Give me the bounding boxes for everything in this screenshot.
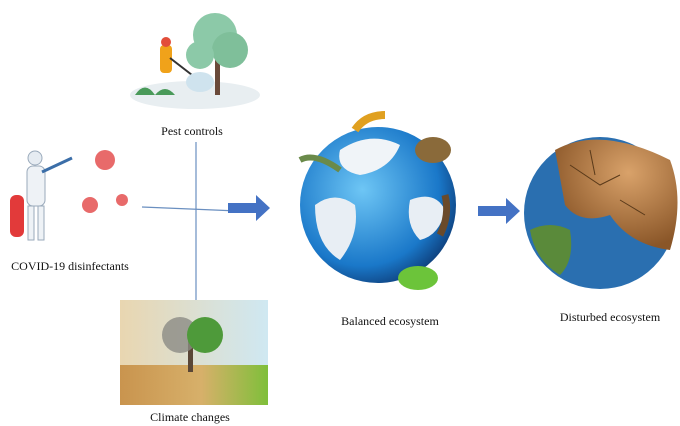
shape [161, 37, 171, 47]
shape [95, 150, 115, 170]
shape [142, 207, 238, 211]
shape [116, 194, 128, 206]
shape [228, 195, 270, 221]
shape [82, 197, 98, 213]
shape [415, 137, 451, 163]
pest-control-illustration [130, 13, 260, 109]
node-label: Pest controls [161, 124, 223, 138]
shape [478, 198, 520, 224]
shape [212, 32, 248, 68]
covid-illustration [10, 150, 128, 240]
balanced-globe [300, 115, 456, 290]
node-label: Balanced ecosystem [341, 314, 439, 328]
diagram: Pest controls COVID-19 disinfectants Cli… [0, 0, 680, 426]
shape [28, 206, 34, 240]
node-label: Climate changes [150, 410, 230, 424]
disturbed-globe [524, 137, 678, 289]
node-label: COVID-19 disinfectants [11, 259, 129, 273]
climate-illustration [120, 300, 268, 405]
shape [38, 206, 44, 240]
shape [10, 195, 24, 237]
shape [186, 41, 214, 69]
shape [120, 365, 268, 405]
node-label: Disturbed ecosystem [560, 310, 661, 324]
shape [42, 158, 72, 172]
shape [186, 72, 214, 92]
shape [187, 317, 223, 353]
shape [28, 151, 42, 165]
shape [398, 266, 438, 290]
